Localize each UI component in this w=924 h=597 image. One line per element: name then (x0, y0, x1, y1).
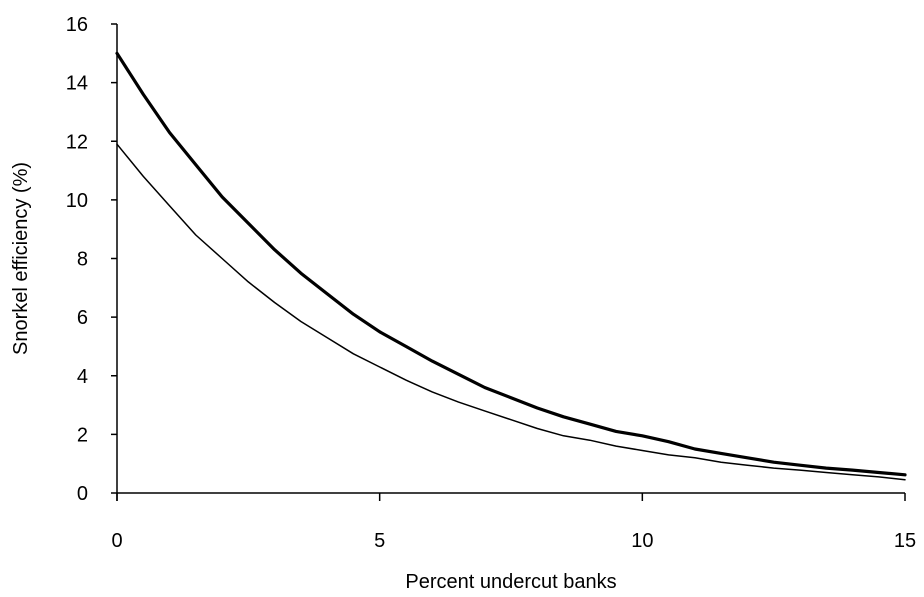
series-line-thin (116, 143, 906, 481)
y-tick-label: 0 (77, 483, 88, 505)
y-tick-label: 16 (66, 14, 88, 36)
y-tick-label: 14 (66, 73, 88, 95)
y-axis-title: Snorkel efficiency (%) (10, 162, 32, 355)
y-tick-label: 2 (77, 424, 88, 446)
x-axis-title: Percent undercut banks (405, 571, 616, 593)
y-tick-label: 6 (77, 307, 88, 329)
y-tick-label: 8 (77, 249, 88, 271)
y-tick-label: 10 (66, 190, 88, 212)
axes (116, 24, 905, 501)
x-tick-label: 10 (631, 530, 653, 552)
ticks: 0 2 4 6 8 10 12 14 16 0 5 10 15 (66, 14, 916, 552)
y-tick-label: 4 (77, 366, 88, 388)
x-tick-label: 0 (111, 530, 122, 552)
series-layer (115, 51, 907, 481)
x-tick-label: 5 (374, 530, 385, 552)
x-tick-label: 15 (894, 530, 916, 552)
series-line-thick (115, 51, 907, 477)
y-tick-label: 12 (66, 131, 88, 153)
